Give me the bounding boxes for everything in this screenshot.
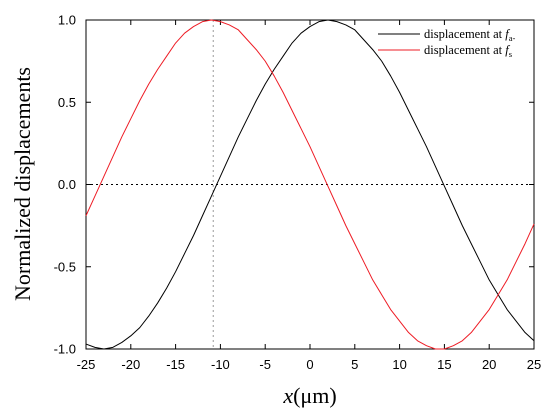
reference-lines — [86, 20, 534, 349]
legend-var-series-1: f — [505, 27, 510, 41]
series-line-2 — [85, 19, 535, 350]
x-axis-title: x(μm) — [282, 383, 336, 408]
legend-label-series-1: displacement at fa- — [424, 27, 515, 43]
legend-var-series-2: f — [505, 43, 510, 57]
y-tick-label: 0.5 — [58, 95, 76, 110]
legend-prefix-series-2: displacement at — [424, 43, 505, 57]
legend-sub-series-2: s — [509, 49, 512, 59]
x-tick-label: 0 — [306, 357, 313, 372]
x-tick-label: -20 — [121, 357, 140, 372]
x-tick-label: 5 — [351, 357, 358, 372]
x-axis-title-unit: μm — [300, 383, 329, 408]
legend-label-series-2: displacement at fs — [424, 43, 512, 59]
y-tick-label: 1.0 — [58, 13, 76, 28]
legend-prefix-series-1: displacement at — [424, 27, 505, 41]
x-tick-label: -15 — [166, 357, 185, 372]
y-tick-label: 0.0 — [58, 177, 76, 192]
legend-sub-series-1: a- — [509, 33, 516, 43]
legend: displacement at fa- displacement at fs — [378, 27, 515, 59]
x-tick-label: 20 — [482, 357, 496, 372]
x-tick-label: 15 — [437, 357, 451, 372]
series-layer — [85, 19, 535, 350]
x-tick-label: -25 — [77, 357, 96, 372]
y-axis-title: Normalized displacements — [10, 67, 35, 301]
series-line-1 — [85, 19, 535, 350]
axis-ticks: -25 -20 -15 -10 -5 0 5 10 15 20 25 -1.0 -0.5 0.0 0.5 1.… — [54, 13, 542, 373]
y-tick-label: -1.0 — [54, 342, 76, 357]
x-axis-title-open: ( — [293, 383, 300, 408]
y-tick-label: -0.5 — [54, 259, 76, 274]
x-axis-title-close: ) — [329, 383, 336, 408]
x-tick-label: -5 — [259, 357, 271, 372]
x-axis-title-var: x — [282, 383, 293, 408]
x-tick-label: -10 — [211, 357, 230, 372]
x-tick-label: 25 — [527, 357, 541, 372]
x-tick-label: 10 — [392, 357, 406, 372]
